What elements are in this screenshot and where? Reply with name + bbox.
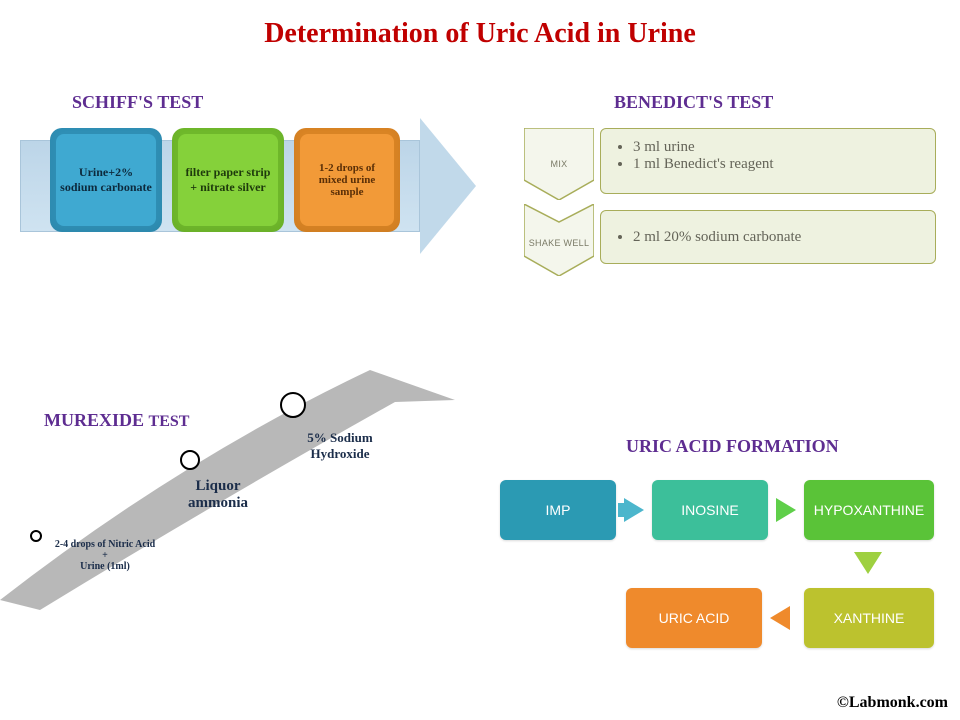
flow-arrow-3 bbox=[770, 606, 790, 630]
murexide-circle-2 bbox=[280, 392, 306, 418]
title-text: Determination of Uric Acid in Urine bbox=[264, 18, 696, 49]
flow-arrow-1 bbox=[776, 498, 796, 522]
flow-node-4: URIC ACID bbox=[626, 588, 762, 648]
schiff-box-1: filter paper strip + nitrate silver bbox=[172, 128, 284, 232]
benedict-item-0-1: 1 ml Benedict's reagent bbox=[633, 156, 921, 173]
flow-node-2: HYPOXANTHINE bbox=[804, 480, 934, 540]
benedict-chevron-0-label: MIX bbox=[551, 159, 568, 169]
benedict-chevron-1: SHAKE WELL bbox=[524, 204, 594, 276]
benedict-box-0: 3 ml urine 1 ml Benedict's reagent bbox=[600, 128, 936, 194]
murexide-label-2-text: 5% Sodium Hydroxide bbox=[307, 430, 372, 461]
schiff-box-0-label: Urine+2% sodium carbonate bbox=[60, 165, 152, 195]
flow-node-2-label: HYPOXANTHINE bbox=[814, 502, 924, 518]
schiff-box-2-label: 1-2 drops of mixed urine sample bbox=[304, 162, 390, 198]
schiff-title: SCHIFF'S TEST bbox=[72, 92, 203, 113]
flow-arrow-2 bbox=[854, 552, 882, 574]
murexide-label-1: Liquor ammonia bbox=[168, 478, 268, 512]
flow-node-3: XANTHINE bbox=[804, 588, 934, 648]
benedict-chevron-1-label: SHAKE WELL bbox=[529, 232, 590, 248]
flow-node-3-label: XANTHINE bbox=[834, 610, 905, 626]
schiff-box-2-inner: 1-2 drops of mixed urine sample bbox=[300, 134, 394, 226]
schiff-box-2: 1-2 drops of mixed urine sample bbox=[294, 128, 400, 232]
flow-arrow-0b bbox=[618, 503, 630, 517]
murexide-label-2: 5% Sodium Hydroxide bbox=[290, 430, 390, 462]
benedict-box-1: 2 ml 20% sodium carbonate bbox=[600, 210, 936, 264]
copyright-text: ©Labmonk.com bbox=[837, 694, 948, 711]
benedict-list-1: 2 ml 20% sodium carbonate bbox=[615, 229, 801, 246]
benedict-chevron-0: MIX bbox=[524, 128, 594, 200]
schiff-box-1-inner: filter paper strip + nitrate silver bbox=[178, 134, 278, 226]
benedict-list-0: 3 ml urine 1 ml Benedict's reagent bbox=[615, 139, 921, 173]
schiff-box-0-inner: Urine+2% sodium carbonate bbox=[56, 134, 156, 226]
copyright: ©Labmonk.com bbox=[837, 694, 948, 712]
formation-title-text: URIC ACID FORMATION bbox=[626, 436, 839, 456]
schiff-box-0: Urine+2% sodium carbonate bbox=[50, 128, 162, 232]
flow-node-0: IMP bbox=[500, 480, 616, 540]
schiff-arrow-head bbox=[420, 118, 476, 254]
flow-node-4-label: URIC ACID bbox=[659, 610, 730, 626]
schiff-title-text: SCHIFF'S TEST bbox=[72, 92, 203, 112]
murexide-label-0-text: 2-4 drops of Nitric Acid + Urine (1ml) bbox=[55, 539, 155, 572]
murexide-label-0: 2-4 drops of Nitric Acid + Urine (1ml) bbox=[40, 528, 170, 572]
benedict-title: BENEDICT'S TEST bbox=[614, 92, 773, 113]
benedict-item-1-0: 2 ml 20% sodium carbonate bbox=[633, 229, 801, 246]
flow-node-1: INOSINE bbox=[652, 480, 768, 540]
flow-node-1-label: INOSINE bbox=[681, 502, 739, 518]
formation-title: URIC ACID FORMATION bbox=[626, 436, 839, 457]
page-title: Determination of Uric Acid in Urine bbox=[0, 18, 960, 50]
murexide-label-1-text: Liquor ammonia bbox=[188, 478, 248, 511]
murexide-circle-1 bbox=[180, 450, 200, 470]
benedict-title-text: BENEDICT'S TEST bbox=[614, 92, 773, 112]
flow-node-0-label: IMP bbox=[546, 502, 571, 518]
benedict-item-0-0: 3 ml urine bbox=[633, 139, 921, 156]
schiff-box-1-label: filter paper strip + nitrate silver bbox=[182, 165, 274, 195]
